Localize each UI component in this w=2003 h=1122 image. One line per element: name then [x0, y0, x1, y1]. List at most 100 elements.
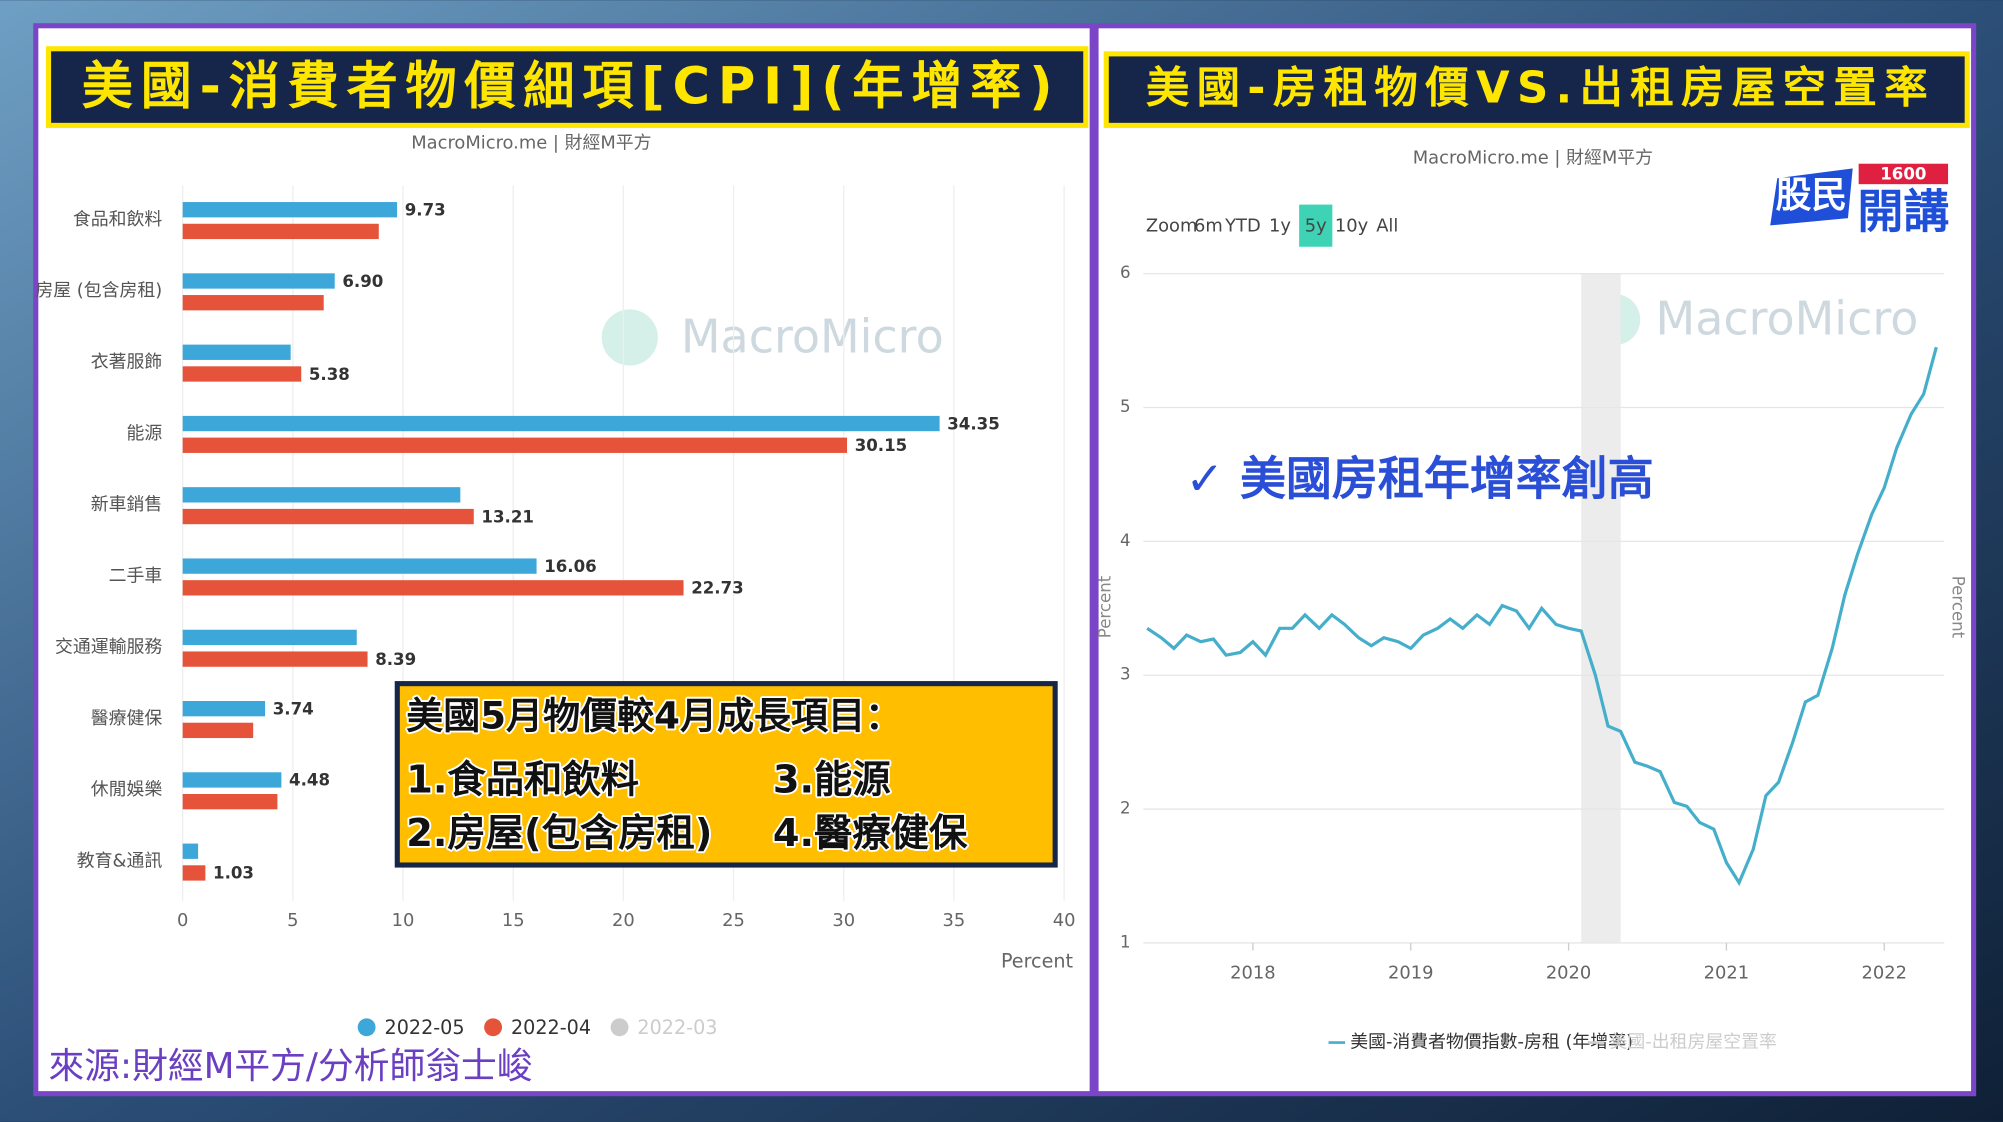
zoom-button[interactable]: 5y — [1305, 215, 1327, 236]
x-tick-label: 2018 — [1230, 963, 1276, 984]
bar — [182, 843, 199, 859]
annotation: ✓ 美國房租年增率創高 — [1185, 451, 1653, 505]
legend-label[interactable]: 美國-出租房屋空置率 — [1610, 1032, 1777, 1053]
y-tick-label: 衣著服飾 — [91, 351, 163, 372]
right-subtitle: MacroMicro.me | 財經M平方 — [1413, 148, 1653, 169]
logo-text: 開講 — [1857, 184, 1949, 238]
y-tick-label: 醫療健保 — [91, 708, 163, 729]
y-tick-label: 5 — [1120, 397, 1131, 416]
value-label: 16.06 — [544, 557, 597, 576]
legend-label[interactable]: 2022-04 — [511, 1016, 591, 1039]
bar — [182, 772, 282, 788]
y-tick-label: 房屋 (包含房租) — [35, 280, 162, 301]
y-tick-label: 1 — [1120, 932, 1131, 951]
x-tick-label: 5 — [287, 910, 298, 931]
zoom-button[interactable]: 6m — [1194, 215, 1223, 236]
y-tick-label: 3 — [1120, 665, 1131, 684]
callout-item: 1.食品和飲料 — [406, 757, 639, 802]
y-tick-label: 交通運輸服務 — [55, 637, 162, 658]
y-tick-label: 新車銷售 — [91, 494, 163, 515]
zoom-button-bg[interactable] — [1299, 204, 1333, 247]
y-tick-label: 教育&通訊 — [77, 850, 163, 871]
bar — [182, 508, 474, 525]
logo-text: 股民 — [1776, 175, 1848, 216]
bar — [182, 437, 848, 453]
bar — [182, 223, 379, 240]
bar — [182, 794, 278, 810]
bar — [182, 629, 357, 646]
value-label: 6.90 — [342, 272, 383, 291]
source: 來源:財經M平方/分析師翁士峻 — [49, 1046, 533, 1087]
value-label: 34.35 — [947, 414, 999, 433]
value-label: 5.38 — [309, 365, 350, 384]
x-tick-label: 35 — [943, 910, 966, 931]
x-axis-label: Percent — [1001, 950, 1074, 973]
value-label: 22.73 — [691, 579, 744, 598]
bar — [182, 722, 254, 739]
logo-tag — [1858, 163, 1949, 185]
logo-number: 1600 — [1880, 165, 1926, 184]
legend-marker[interactable] — [357, 1018, 376, 1037]
y-tick-label: 休閒娛樂 — [91, 779, 163, 800]
zoom-button[interactable]: 10y — [1335, 215, 1369, 236]
bar — [182, 558, 537, 574]
logo: 股民 1600 開講 — [1765, 163, 1952, 241]
x-tick-label: 20 — [612, 910, 635, 931]
left-subtitle: MacroMicro.me | 財經M平方 — [411, 132, 651, 153]
x-tick-label: 40 — [1053, 910, 1076, 931]
callout-item: 4.醫療健保 — [773, 811, 968, 856]
bar — [182, 366, 302, 382]
watermark-icon — [601, 309, 658, 366]
bar — [182, 580, 684, 596]
value-label: 8.39 — [375, 650, 416, 669]
y-tick-label: 4 — [1120, 531, 1131, 550]
watermark: MacroMicro — [1656, 292, 1919, 346]
bar — [182, 865, 206, 881]
callout-item: 3.能源 — [773, 757, 891, 802]
left-title: 美國-消費者物價細項[CPI](年增率) — [82, 58, 1053, 117]
value-label: 9.73 — [405, 200, 446, 219]
watermark: MacroMicro — [681, 310, 944, 364]
x-tick-label: 2021 — [1704, 963, 1749, 984]
x-tick-label: 0 — [177, 910, 188, 931]
line-series — [1146, 346, 1938, 887]
legend-label[interactable]: 2022-03 — [637, 1016, 717, 1039]
legend-label[interactable]: 美國-消費者物價指數-房租 (年增率) — [1350, 1032, 1633, 1053]
bar — [182, 701, 266, 717]
x-tick-label: 15 — [502, 910, 525, 931]
y-tick-label: 食品和飲料 — [73, 209, 162, 230]
legend-marker[interactable] — [610, 1018, 629, 1037]
x-tick-label: 10 — [392, 910, 415, 931]
zoom-button[interactable]: 1y — [1269, 215, 1291, 236]
x-tick-label: 25 — [722, 910, 745, 931]
value-label: 1.03 — [213, 864, 254, 883]
legend-label[interactable]: 2022-05 — [385, 1016, 465, 1039]
zoom-button[interactable]: All — [1376, 215, 1398, 236]
bar — [182, 651, 368, 667]
right-banner — [1103, 51, 1970, 128]
zoom-button[interactable]: YTD — [1224, 215, 1261, 236]
right-title: 美國-房租物價VS.出租房屋空置率 — [1146, 63, 1928, 113]
logo-shape — [1765, 164, 1857, 230]
left-banner — [45, 46, 1089, 128]
bar — [182, 344, 291, 360]
bar — [182, 295, 324, 311]
x-tick-label: 2020 — [1546, 963, 1591, 984]
bar — [182, 487, 461, 503]
x-tick-label: 2019 — [1388, 963, 1434, 984]
value-label: 4.48 — [289, 771, 330, 790]
y2-axis-label: Percent — [1949, 576, 1968, 639]
x-tick-label: 30 — [832, 910, 855, 931]
legend-marker[interactable] — [484, 1018, 503, 1037]
zoom-label: Zoom — [1146, 215, 1198, 236]
y-tick-label: 2 — [1120, 799, 1131, 818]
callout-title: 美國5月物價較4月成長項目： — [406, 695, 902, 738]
callout-item: 2.房屋(包含房租) — [406, 811, 712, 856]
value-label: 13.21 — [481, 507, 534, 526]
bar — [182, 202, 398, 218]
x-tick-label: 2022 — [1862, 963, 1907, 984]
y-tick-label: 6 — [1120, 263, 1131, 282]
callout-box — [394, 681, 1058, 868]
y-tick-label: 能源 — [126, 423, 162, 444]
highlight-band — [1581, 273, 1621, 943]
